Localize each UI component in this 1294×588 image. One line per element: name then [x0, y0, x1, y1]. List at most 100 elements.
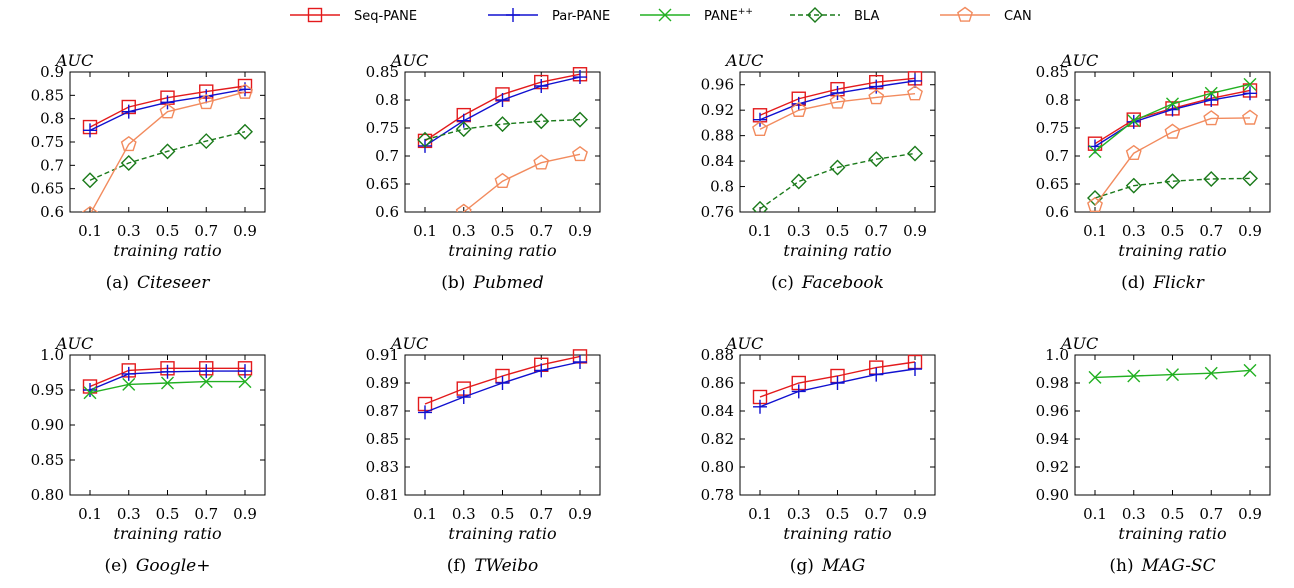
chart-panel-mag-sc: 0.90 0.92 0.94 0.96 0.98 1.0 0.1 0.3 0.5 0.7 0.9 AU… — [1036, 334, 1271, 576]
x-tick-label: 0.9 — [233, 222, 257, 240]
chart-panel-facebook: 0.76 0.8 0.84 0.88 0.92 0.96 0.1 0.3 0.5 0.7 0.9 AU… — [701, 51, 936, 293]
legend-label: PANE++ — [704, 7, 753, 24]
x-tick-label: 0.5 — [1161, 222, 1185, 240]
x-axis-label: training ratio — [1118, 241, 1226, 260]
plot-frame — [1074, 354, 1271, 496]
data-point-plus-icon — [908, 362, 922, 376]
x-tick-label: 0.3 — [787, 222, 811, 240]
y-tick-label: 0.7 — [1045, 147, 1069, 165]
data-point-plus-icon — [199, 364, 214, 379]
y-tick-label: 0.85 — [31, 86, 64, 104]
data-point-pentagon-icon — [120, 135, 137, 152]
series-seq-pane — [1087, 83, 1258, 151]
data-point-x-icon — [122, 377, 136, 391]
chart-panel-googleplus: 0.80 0.85 0.90 0.95 1.0 0.1 0.3 0.5 0.7 0.9 AUC tra… — [31, 334, 266, 576]
series-layer — [82, 78, 253, 212]
data-point-pentagon-icon — [907, 85, 923, 101]
data-point-pentagon-icon — [237, 83, 253, 99]
y-tick-label: 0.9 — [40, 63, 64, 81]
x-tick-label: 0.9 — [233, 505, 257, 523]
series-line — [759, 152, 916, 210]
series-par-pane — [753, 362, 922, 414]
chart-legend: Seq-PANE Par-PANE PANE++ BLA CAN — [290, 6, 1032, 24]
data-point-pentagon-icon — [1203, 110, 1220, 126]
data-point-plus-icon — [495, 376, 510, 390]
data-point-plus-icon — [830, 86, 845, 100]
y-tick-label: 0.75 — [1036, 119, 1069, 137]
x-tick-label: 0.9 — [1238, 222, 1262, 240]
chart-caption: (a) Citeseer — [106, 273, 211, 293]
series-line — [1094, 117, 1251, 206]
chart-panel-mag: 0.78 0.80 0.82 0.84 0.86 0.88 0.1 0.3 0.5 0.7 0.9 A… — [701, 334, 936, 576]
legend-label: BLA — [854, 9, 879, 24]
x-tick-label: 0.7 — [194, 505, 218, 523]
x-tick-label: 0.9 — [568, 505, 592, 523]
y-tick-label: 0.88 — [701, 127, 734, 145]
data-point-pentagon-icon — [494, 172, 511, 188]
series-par-pane — [1088, 86, 1257, 154]
y-tick-label: 0.8 — [710, 178, 734, 196]
x-tick-label: 0.1 — [78, 222, 102, 240]
series-paneplusplus — [1088, 77, 1257, 159]
data-point-x-icon — [1243, 77, 1257, 91]
data-point-plus-icon — [1126, 114, 1141, 129]
y-axis-label: AUC — [724, 334, 763, 353]
data-point-x-icon — [1166, 368, 1179, 382]
data-point-diamond-icon — [829, 159, 846, 176]
y-tick-label: 0.6 — [1045, 203, 1069, 221]
data-point-x-icon — [238, 375, 252, 389]
series-paneplusplus — [1088, 363, 1257, 384]
chart-panel-citeseer: 0.60.650.70.750.80.850.90.1 0.3 0.5 0.7 0.9A… — [31, 51, 266, 293]
series-bla — [1087, 170, 1258, 206]
y-tick-label: 0.91 — [366, 346, 399, 364]
series-bla — [82, 123, 253, 189]
y-tick-label: 0.98 — [1036, 374, 1069, 392]
chart-caption: (g) MAG — [790, 556, 865, 576]
legend-item-par-pane: Par-PANE — [488, 8, 610, 24]
legend-item-seq-pane: Seq-PANE — [290, 7, 417, 24]
x-tick-label: 0.5 — [156, 222, 180, 240]
y-axis-label: AUC — [54, 51, 93, 70]
x-tick-label: 0.7 — [1199, 505, 1223, 523]
data-point-plus-icon — [418, 405, 432, 420]
y-tick-label: 0.65 — [1036, 175, 1069, 193]
y-tick-label: 0.65 — [366, 175, 399, 193]
x-tick-label: 0.1 — [748, 222, 772, 240]
data-point-diamond-icon — [494, 116, 511, 133]
data-point-diamond-icon — [1164, 173, 1181, 190]
series-par-pane — [418, 355, 587, 420]
data-point-pentagon-icon — [829, 93, 846, 109]
chart-caption: (e) Google+ — [104, 556, 210, 576]
series-layer — [417, 349, 588, 420]
y-tick-label: 0.65 — [31, 180, 64, 198]
y-tick-label: 0.85 — [366, 430, 399, 448]
legend-label: Par-PANE — [552, 9, 610, 24]
y-axis-label: AUC — [389, 51, 428, 70]
data-point-plus-icon — [1204, 93, 1219, 107]
x-tick-label: 0.5 — [491, 222, 515, 240]
data-point-pentagon-icon — [572, 145, 588, 162]
series-line — [1094, 177, 1251, 199]
series-layer — [1087, 77, 1258, 212]
x-tick-label: 0.7 — [1199, 222, 1223, 240]
y-tick-label: 0.75 — [366, 119, 399, 137]
y-tick-label: 0.81 — [366, 486, 399, 504]
x-axis-label: training ratio — [113, 524, 221, 543]
series-par-pane — [753, 73, 922, 127]
data-point-pentagon-icon — [752, 120, 768, 137]
data-point-plus-icon — [869, 367, 884, 382]
legend-label: CAN — [1004, 9, 1032, 24]
y-tick-label: 0.96 — [701, 76, 734, 94]
data-point-plus-icon — [456, 113, 471, 128]
x-tick-label: 0.7 — [864, 222, 888, 240]
series-par-pane — [83, 82, 252, 138]
y-tick-label: 0.75 — [31, 133, 64, 151]
data-point-plus-icon — [83, 123, 97, 138]
data-point-pentagon-icon — [1125, 144, 1142, 160]
y-tick-label: 0.84 — [701, 402, 734, 420]
data-point-plus-icon — [121, 366, 136, 381]
data-point-plus-icon — [869, 79, 884, 94]
x-tick-label: 0.1 — [413, 505, 437, 523]
data-point-diamond-icon — [533, 113, 550, 130]
data-point-x-icon — [161, 376, 174, 390]
